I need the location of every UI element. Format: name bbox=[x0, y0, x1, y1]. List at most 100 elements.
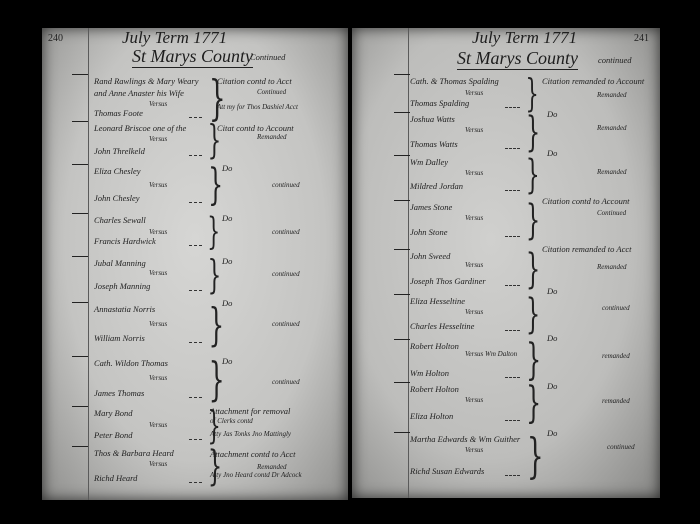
entry-tick bbox=[72, 356, 88, 357]
court-note: continued bbox=[272, 181, 300, 189]
brace: } bbox=[526, 428, 544, 484]
brace: } bbox=[525, 71, 539, 115]
court-note: Do bbox=[547, 381, 558, 391]
versus-label: Versus bbox=[465, 89, 484, 97]
entry-tick bbox=[72, 302, 88, 303]
court-note: Do bbox=[547, 428, 558, 438]
entry-tick bbox=[72, 446, 88, 447]
defendant-name: Thomas Foote bbox=[94, 108, 143, 118]
continued-label: continued bbox=[598, 55, 632, 65]
page-number: 240 bbox=[48, 33, 63, 44]
court-note: Atty Jno Heard contd Dr Adcock bbox=[210, 471, 302, 479]
leader-dots bbox=[189, 439, 202, 440]
defendant-name: Joseph Thos Gardiner bbox=[410, 276, 486, 286]
entry-tick bbox=[72, 213, 88, 214]
entry-tick bbox=[72, 121, 88, 122]
brace: } bbox=[525, 196, 541, 244]
plaintiff-name: Robert Holton bbox=[410, 341, 459, 351]
court-note: Do bbox=[547, 148, 558, 158]
court-note: Continued bbox=[257, 88, 287, 96]
entry-tick bbox=[72, 256, 88, 257]
plaintiff-name: Robert Holton bbox=[410, 384, 459, 394]
entry-tick bbox=[394, 432, 410, 433]
continued-label: Continued bbox=[250, 52, 286, 62]
defendant-name: Thomas Watts bbox=[410, 139, 458, 149]
court-note: Do bbox=[547, 333, 558, 343]
court-note: Atty Jas Tonks Jno Mattingly bbox=[210, 430, 292, 438]
defendant-name: James Thomas bbox=[94, 388, 145, 398]
court-note: continued bbox=[272, 270, 300, 278]
court-note: Remanded bbox=[257, 133, 287, 141]
versus-label: Versus bbox=[465, 308, 484, 316]
court-note: continued bbox=[602, 304, 630, 312]
defendant-name: Richd Susan Edwards bbox=[410, 466, 485, 476]
defendant-name: Charles Hesseltine bbox=[410, 321, 475, 331]
leader-dots bbox=[505, 377, 520, 378]
entry-tick bbox=[72, 164, 88, 165]
plaintiff-name: Mary Bond bbox=[94, 408, 133, 418]
brace: } bbox=[207, 253, 222, 298]
versus-label: Versus bbox=[149, 181, 168, 189]
court-note: continued bbox=[272, 320, 300, 328]
term-heading: July Term 1771 bbox=[122, 28, 228, 47]
entry-tick bbox=[394, 339, 410, 340]
leader-dots bbox=[505, 148, 520, 149]
plaintiff-name: Jubal Manning bbox=[94, 258, 146, 268]
court-note: Remanded bbox=[257, 463, 287, 471]
brace: } bbox=[525, 290, 541, 338]
court-note: Do bbox=[222, 163, 233, 173]
plaintiff-name: Leonard Briscoe one of the bbox=[94, 123, 187, 133]
versus-label: Versus bbox=[149, 460, 168, 468]
left-page: 240 July Term 1771 St Marys County Conti… bbox=[42, 28, 348, 500]
court-note: Do bbox=[547, 109, 558, 119]
leader-dots bbox=[505, 190, 520, 191]
brace: } bbox=[208, 70, 226, 126]
plaintiff-name: Charles Sewall bbox=[94, 215, 146, 225]
defendant-name: Eliza Holton bbox=[410, 411, 454, 421]
versus-label: Versus Wm Dalton bbox=[465, 350, 518, 358]
court-note: Do bbox=[222, 213, 233, 223]
county-heading: St Marys County bbox=[132, 46, 253, 68]
defendant-name: William Norris bbox=[94, 333, 145, 343]
defendant-name: John Stone bbox=[410, 227, 448, 237]
court-note: Remanded bbox=[597, 263, 627, 271]
defendant-name: John Chesley bbox=[94, 193, 140, 203]
brace: } bbox=[208, 160, 224, 210]
versus-label: Versus bbox=[465, 214, 484, 222]
county-heading: St Marys County bbox=[457, 48, 578, 70]
page-number: 241 bbox=[634, 33, 649, 44]
court-note: Attachment for removal bbox=[210, 406, 291, 416]
leader-dots bbox=[505, 330, 520, 331]
versus-label: Versus bbox=[149, 135, 168, 143]
court-note: Citation contd to Acct bbox=[217, 76, 292, 86]
plaintiff-name: James Stone bbox=[410, 202, 453, 212]
brace: } bbox=[525, 108, 541, 156]
leader-dots bbox=[189, 202, 202, 203]
leader-dots bbox=[189, 155, 202, 156]
leader-dots bbox=[189, 117, 202, 118]
plaintiff-name: Thos & Barbara Heard bbox=[94, 448, 174, 458]
court-note: Do bbox=[547, 286, 558, 296]
brace: } bbox=[526, 335, 542, 385]
entry-tick bbox=[394, 294, 410, 295]
versus-label: Versus bbox=[465, 126, 484, 134]
plaintiff-name: John Sweed bbox=[410, 251, 451, 261]
defendant-name: John Threlkeld bbox=[94, 146, 145, 156]
leader-dots bbox=[505, 420, 520, 421]
court-note: Attachment contd to Acct bbox=[210, 449, 296, 459]
defendant-name: Thomas Spalding bbox=[410, 98, 470, 108]
plaintiff-name: Annastatia Norris bbox=[94, 304, 156, 314]
leader-dots bbox=[189, 342, 202, 343]
court-note: remanded bbox=[602, 397, 630, 405]
entry-tick bbox=[394, 112, 410, 113]
versus-label: Versus bbox=[149, 228, 168, 236]
plaintiff-name: Cath. & Thomas Spalding bbox=[410, 76, 499, 86]
defendant-name: Peter Bond bbox=[94, 430, 133, 440]
court-note: Do bbox=[222, 256, 233, 266]
leader-dots bbox=[189, 245, 202, 246]
defendant-name: Joseph Manning bbox=[94, 281, 151, 291]
leader-dots bbox=[505, 475, 520, 476]
court-note: continued bbox=[272, 228, 300, 236]
plaintiff-name: Cath. Wildon Thomas bbox=[94, 358, 168, 368]
leader-dots bbox=[189, 290, 202, 291]
